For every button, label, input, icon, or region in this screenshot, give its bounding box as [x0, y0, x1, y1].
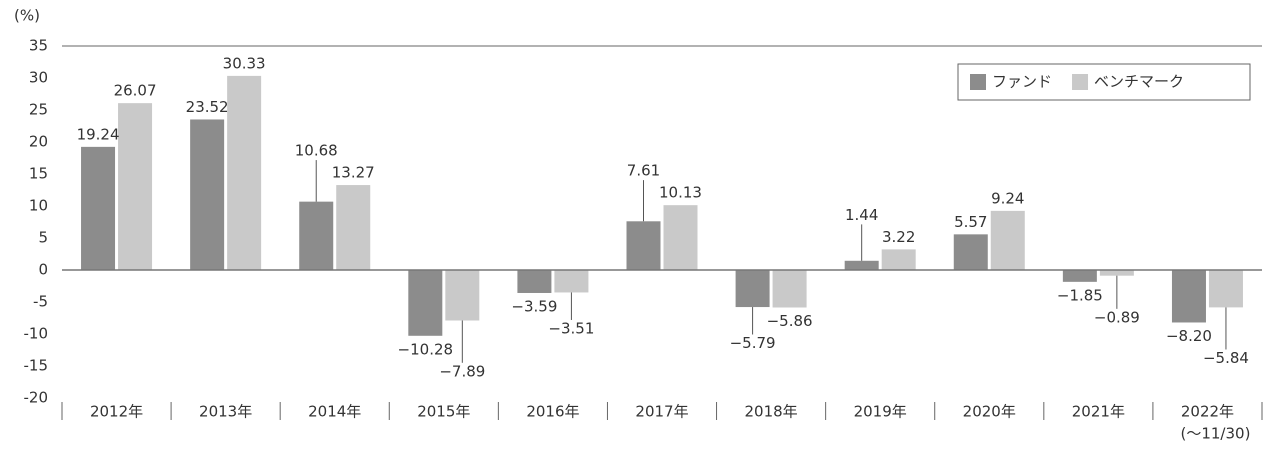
bar — [1099, 270, 1134, 276]
bar — [190, 119, 225, 270]
y-tick-label: -20 — [24, 389, 49, 407]
value-label: −3.59 — [511, 297, 557, 315]
bar — [445, 270, 480, 321]
y-tick-label: 30 — [29, 69, 48, 87]
value-label: 3.22 — [882, 228, 915, 246]
value-label: 1.44 — [845, 206, 878, 224]
value-label: 10.13 — [659, 184, 702, 202]
y-unit: (%) — [14, 7, 40, 25]
y-tick-label: -15 — [24, 357, 49, 375]
value-label: −1.85 — [1057, 286, 1103, 304]
value-label: 10.68 — [295, 142, 338, 160]
value-label: 23.52 — [186, 98, 229, 116]
y-tick-label: 0 — [38, 261, 48, 279]
bar — [1062, 270, 1097, 282]
x-tick-label: 2018年 — [744, 403, 797, 421]
x-tick-label: 2015年 — [417, 403, 470, 421]
value-label: 7.61 — [627, 162, 660, 180]
bar — [626, 221, 661, 270]
value-label: 19.24 — [77, 125, 120, 143]
y-tick-label: 20 — [29, 133, 48, 151]
y-tick-label: 10 — [29, 197, 48, 215]
y-tick-label: 15 — [29, 165, 48, 183]
y-tick-label: -10 — [24, 325, 49, 343]
x-tick-label: 2017年 — [635, 403, 688, 421]
value-label: −5.86 — [767, 312, 813, 330]
legend-label: ベンチマーク — [1094, 73, 1184, 91]
value-label: 9.24 — [991, 189, 1024, 207]
bar — [881, 249, 916, 270]
value-label: −5.79 — [730, 334, 776, 352]
value-label: 13.27 — [332, 164, 375, 182]
value-label: −0.89 — [1094, 308, 1140, 326]
x-tick-label: 2013年 — [199, 403, 252, 421]
bar — [1208, 270, 1243, 308]
legend-swatch — [1072, 74, 1089, 90]
x-tick-label: 2014年 — [308, 403, 361, 421]
bar — [118, 103, 153, 270]
bar — [554, 270, 589, 293]
bar — [735, 270, 770, 308]
x-tick-label: 2022年 — [1181, 403, 1234, 421]
bar — [663, 205, 698, 270]
value-label: −7.89 — [439, 362, 485, 380]
x-tick-label: 2012年 — [90, 403, 143, 421]
bar — [336, 185, 371, 270]
bar — [408, 270, 443, 336]
value-label: −10.28 — [398, 340, 454, 358]
legend-box — [957, 63, 1251, 101]
x-tick-note: (〜11/30) — [1180, 425, 1250, 443]
bar — [844, 260, 879, 270]
bar — [953, 234, 988, 270]
y-tick-label: -5 — [33, 293, 48, 311]
x-tick-label: 2019年 — [854, 403, 907, 421]
legend-swatch — [970, 74, 986, 90]
bar — [81, 146, 116, 270]
value-label: −5.84 — [1203, 349, 1249, 367]
x-tick-label: 2020年 — [963, 403, 1016, 421]
value-label: −3.51 — [548, 319, 594, 337]
value-label: −8.20 — [1166, 327, 1212, 345]
bar — [517, 270, 552, 293]
value-label: 26.07 — [114, 82, 157, 100]
bar — [990, 210, 1025, 270]
value-label: 30.33 — [223, 54, 266, 72]
bar — [1171, 270, 1206, 323]
value-label: 5.57 — [954, 213, 987, 231]
y-tick-label: 5 — [38, 229, 48, 247]
y-tick-label: 35 — [29, 37, 48, 55]
legend-label: ファンド — [992, 73, 1052, 91]
bar — [299, 201, 334, 270]
x-tick-label: 2021年 — [1072, 403, 1125, 421]
y-tick-label: 25 — [29, 101, 48, 119]
x-tick-label: 2016年 — [526, 403, 579, 421]
bar — [772, 270, 807, 308]
bar — [227, 75, 262, 270]
